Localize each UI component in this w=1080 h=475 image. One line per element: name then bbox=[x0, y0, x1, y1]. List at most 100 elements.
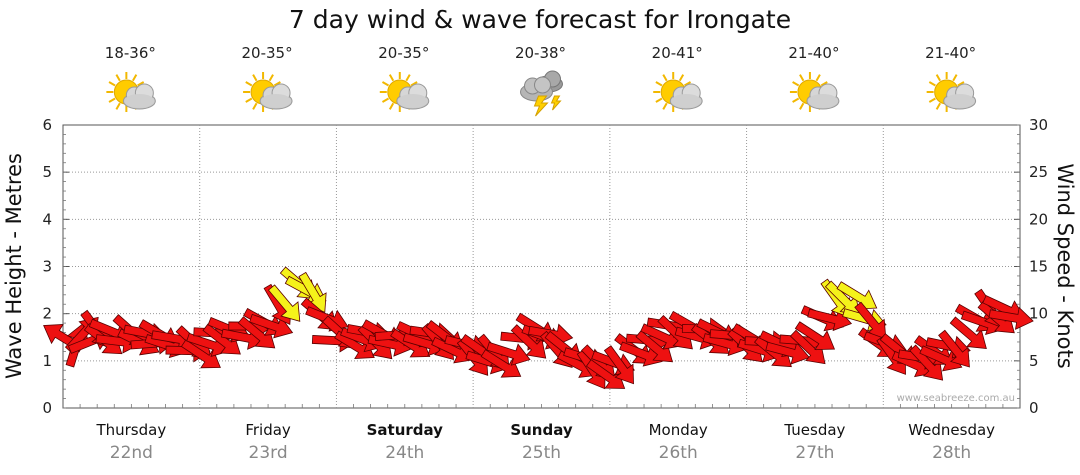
storm-icon bbox=[520, 70, 563, 117]
wind-arrow bbox=[180, 339, 221, 369]
sun-ray bbox=[928, 97, 936, 103]
lightning-bolt bbox=[533, 95, 549, 117]
sun-ray bbox=[935, 74, 942, 82]
sun-ray bbox=[935, 102, 942, 110]
right-tick-label: 10 bbox=[1029, 305, 1048, 323]
day-temperature: 21-40° bbox=[925, 44, 976, 62]
sun-ray bbox=[245, 81, 253, 87]
sun-ray bbox=[388, 102, 395, 110]
wind-arrow bbox=[988, 306, 1034, 330]
wind-arrow bbox=[486, 341, 531, 366]
wind-arrow bbox=[807, 308, 853, 332]
sun-ray bbox=[115, 102, 121, 110]
day-name: Friday bbox=[245, 421, 291, 439]
day-date: 25th bbox=[522, 443, 561, 463]
partly-cloudy-icon bbox=[789, 72, 840, 112]
sun-ray bbox=[928, 81, 936, 87]
day-temperature: 21-40° bbox=[788, 44, 839, 62]
sun-ray bbox=[662, 74, 668, 82]
sun-ray bbox=[381, 97, 390, 103]
right-tick-label: 0 bbox=[1029, 399, 1039, 417]
wind-arrow bbox=[603, 345, 634, 385]
sun-ray bbox=[410, 81, 418, 87]
sun-ray bbox=[957, 81, 965, 87]
wind-arrow bbox=[938, 329, 970, 368]
lightning-bolt bbox=[550, 95, 562, 111]
wind-arrow bbox=[267, 284, 301, 322]
right-tick-label: 15 bbox=[1029, 258, 1048, 276]
day-temperature: 20-41° bbox=[652, 44, 703, 62]
sun-ray bbox=[245, 97, 253, 103]
sun-ray bbox=[381, 81, 390, 87]
sun-ray bbox=[799, 102, 805, 110]
cloud-shape bbox=[806, 83, 840, 110]
left-tick-label: 4 bbox=[42, 210, 52, 228]
day-name: Wednesday bbox=[908, 421, 995, 439]
sun-ray bbox=[799, 74, 805, 82]
sun-ray bbox=[662, 102, 668, 110]
day-date: 24th bbox=[385, 443, 424, 463]
sun-ray bbox=[252, 102, 258, 110]
cloud-shape bbox=[669, 83, 703, 110]
grid-lines bbox=[63, 125, 1020, 408]
sun-ray bbox=[792, 81, 800, 87]
day-temperature: 18-36° bbox=[105, 44, 156, 62]
sun-ray bbox=[678, 74, 685, 82]
storm-cloud bbox=[520, 70, 563, 102]
sun-ray bbox=[815, 74, 821, 82]
weather-icons bbox=[106, 70, 977, 117]
wind-arrow bbox=[585, 359, 626, 389]
chart-title: 7 day wind & wave forecast for Irongate bbox=[289, 5, 791, 34]
partly-cloudy-icon bbox=[106, 72, 156, 112]
day-name: Tuesday bbox=[783, 421, 845, 439]
sun-ray bbox=[952, 74, 958, 82]
right-axis-label: Wind Speed - Knots bbox=[1053, 163, 1077, 368]
cloud-shape bbox=[259, 83, 293, 110]
sun-ray bbox=[683, 81, 692, 87]
wind-arrow bbox=[949, 316, 987, 350]
sun-ray bbox=[137, 81, 145, 87]
wind-arrow bbox=[765, 341, 811, 365]
sun-ray bbox=[273, 81, 281, 87]
wind-arrow bbox=[909, 344, 944, 381]
day-temperature: 20-35° bbox=[242, 44, 293, 62]
day-date: 26th bbox=[659, 443, 698, 463]
left-tick-label: 1 bbox=[42, 352, 52, 370]
wind-arrow bbox=[431, 336, 474, 364]
day-date: 22nd bbox=[110, 443, 153, 463]
day-labels: Thursday 22nd Friday 23rd Saturday 24th Sunday… bbox=[95, 421, 995, 463]
day-name: Thursday bbox=[95, 421, 166, 439]
sun-ray bbox=[252, 74, 258, 82]
day-name: Sunday bbox=[510, 421, 573, 439]
sun-ray bbox=[388, 74, 395, 82]
day-date: 23rd bbox=[249, 443, 288, 463]
left-tick-label: 2 bbox=[42, 305, 52, 323]
right-tick-label: 20 bbox=[1029, 210, 1048, 228]
sun-ray bbox=[268, 74, 274, 82]
right-tick-label: 30 bbox=[1029, 116, 1048, 134]
partly-cloudy-icon bbox=[379, 72, 430, 112]
day-date: 27th bbox=[795, 443, 834, 463]
wind-arrow bbox=[919, 345, 963, 372]
cloud-shape bbox=[122, 83, 156, 110]
partly-cloudy-icon bbox=[653, 72, 703, 112]
right-tick-label: 5 bbox=[1029, 352, 1039, 370]
minor-ticks bbox=[63, 124, 1020, 409]
partly-cloudy-icon bbox=[243, 72, 293, 112]
right-tick-label: 25 bbox=[1029, 163, 1048, 181]
wind-arrows bbox=[43, 266, 1034, 390]
sun-ray bbox=[820, 81, 828, 87]
wind-arrow bbox=[202, 323, 241, 355]
wind-arrow bbox=[635, 330, 673, 363]
sun-ray bbox=[115, 74, 121, 82]
cloud-shape bbox=[943, 83, 977, 110]
wind-arrow bbox=[794, 321, 836, 351]
day-temperature: 20-38° bbox=[515, 44, 566, 62]
temperature-row: 18-36° 20-35° 20-35° 20-38° 20-41° 21-40° 21-4… bbox=[105, 44, 976, 62]
cloud-shape bbox=[396, 83, 430, 110]
sun-ray bbox=[108, 97, 116, 103]
wind-arrow bbox=[510, 324, 547, 359]
day-name: Saturday bbox=[367, 421, 444, 439]
wind-arrow bbox=[836, 281, 878, 310]
